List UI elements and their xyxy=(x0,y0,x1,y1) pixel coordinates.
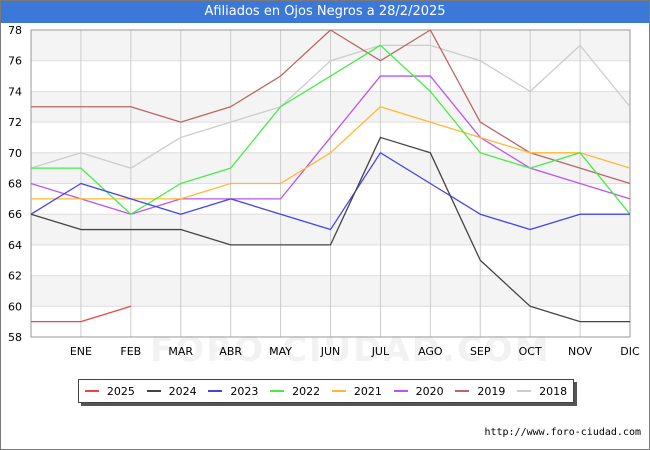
legend-swatch xyxy=(84,390,99,392)
legend-label: 2022 xyxy=(292,384,321,398)
x-tick-label: FEB xyxy=(120,345,141,358)
legend-item-2021: 2021 xyxy=(331,384,382,398)
y-tick-label: 74 xyxy=(8,85,22,98)
legend-label: 2019 xyxy=(477,384,506,398)
x-tick-label: JUL xyxy=(371,345,390,358)
x-tick-label: JUN xyxy=(320,345,341,358)
legend-swatch xyxy=(208,390,223,392)
legend-item-2018: 2018 xyxy=(517,385,567,398)
x-tick-label: AGO xyxy=(418,345,443,358)
y-tick-label: 64 xyxy=(8,239,22,252)
series-line-2025 xyxy=(31,305,132,323)
legend-item-2019: 2019 xyxy=(455,385,505,398)
legend-swatch xyxy=(270,390,285,392)
legend-swatch xyxy=(455,390,470,392)
legend-label: 2021 xyxy=(353,384,382,398)
source-url[interactable]: http://www.foro-ciudad.com xyxy=(484,427,641,438)
y-tick-label: 60 xyxy=(8,300,22,313)
x-tick-label: MAR xyxy=(168,345,193,358)
chart-legend: 2025 2024 2023 2022 2021 2020 2019 2018 xyxy=(78,379,574,403)
legend-label: 2018 xyxy=(539,384,568,398)
chart-title: Afiliados en Ojos Negros a 28/2/2025 xyxy=(1,1,649,23)
legend-swatch xyxy=(146,390,161,392)
x-tick-label: MAY xyxy=(269,345,292,358)
x-tick-label: DIC xyxy=(620,345,640,358)
legend-swatch xyxy=(331,390,346,392)
y-tick-label: 70 xyxy=(8,147,22,160)
y-tick-label: 78 xyxy=(8,24,22,37)
legend-item-2023: 2023 xyxy=(208,385,258,398)
legend-swatch xyxy=(393,390,408,392)
legend-swatch xyxy=(517,390,532,392)
y-tick-label: 68 xyxy=(8,178,22,191)
legend-label: 2025 xyxy=(106,384,135,398)
x-tick-label: ABR xyxy=(219,345,242,358)
legend-item-2020: 2020 xyxy=(393,384,444,398)
legend-item-2025: 2025 xyxy=(84,384,135,398)
legend-label: 2020 xyxy=(415,384,444,398)
y-tick-label: 58 xyxy=(8,331,22,344)
y-tick-label: 72 xyxy=(8,116,22,129)
y-tick-label: 66 xyxy=(8,208,22,221)
y-tick-label: 62 xyxy=(8,270,22,283)
series-line-2022 xyxy=(31,44,631,215)
legend-item-2024: 2024 xyxy=(146,384,197,398)
legend-item-2022: 2022 xyxy=(270,385,320,398)
x-tick-label: NOV xyxy=(568,345,593,358)
series-line-2023 xyxy=(30,152,630,231)
x-tick-label: ENE xyxy=(70,345,92,358)
y-tick-label: 76 xyxy=(8,55,22,68)
legend-label: 2023 xyxy=(230,384,259,398)
series-line-2018 xyxy=(30,44,631,169)
series-line-2024 xyxy=(30,136,630,323)
x-tick-label: OCT xyxy=(519,345,542,358)
x-tick-label: SEP xyxy=(470,345,491,358)
legend-label: 2024 xyxy=(168,384,197,398)
